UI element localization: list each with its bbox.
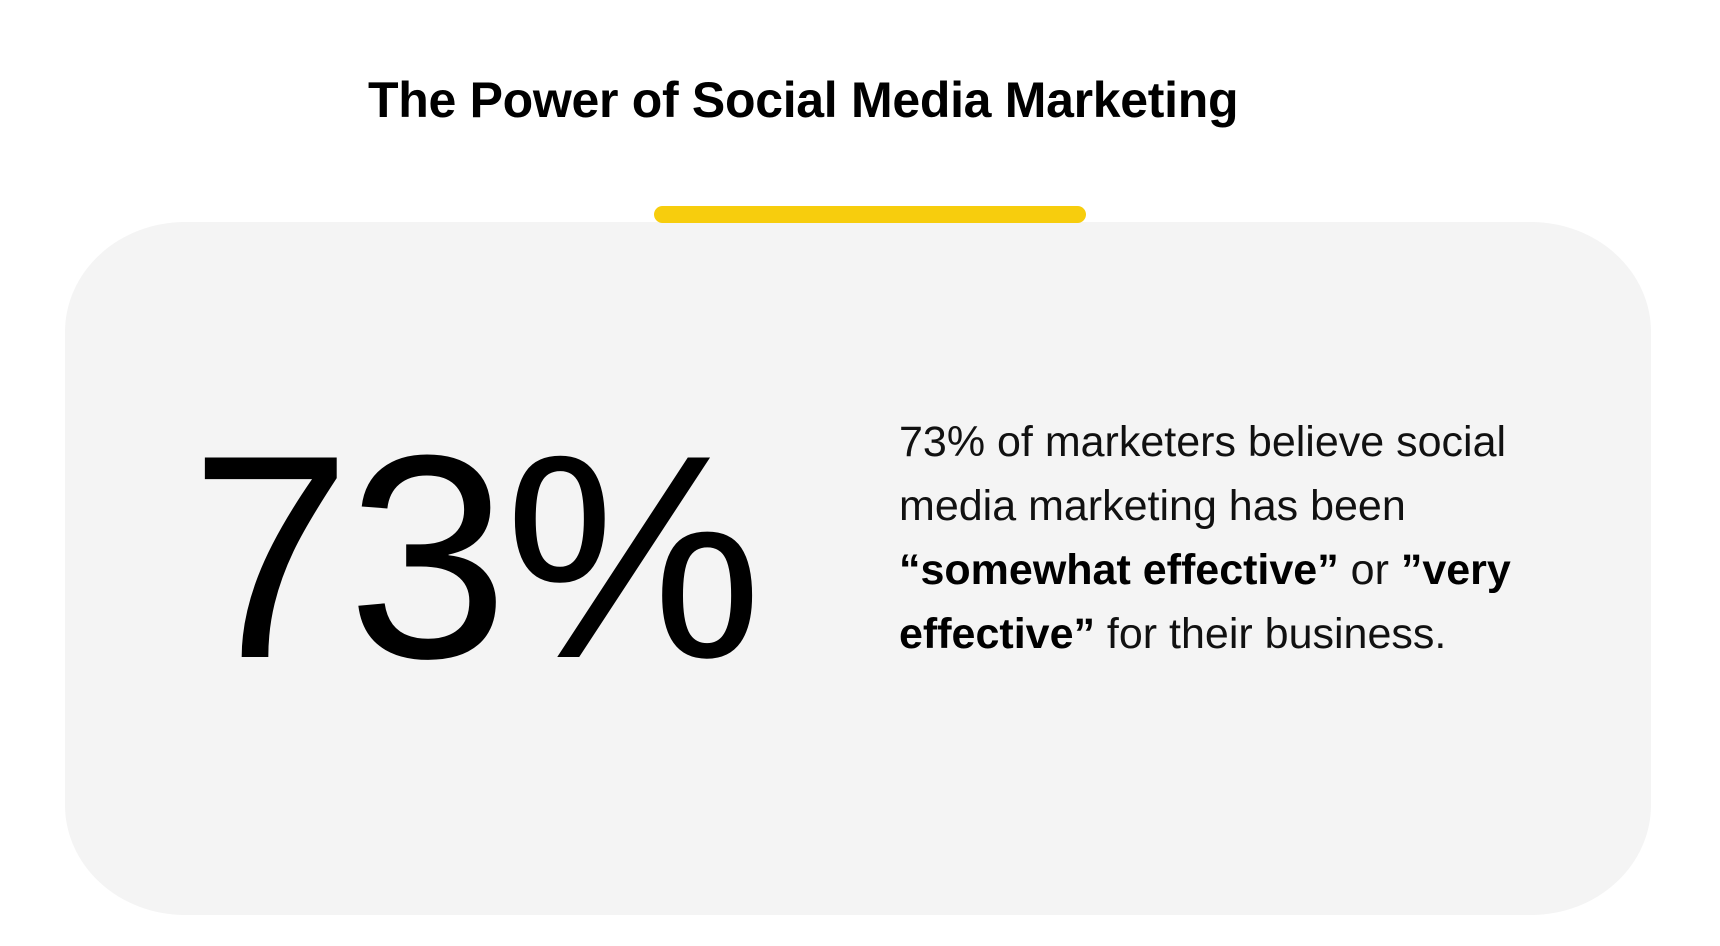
stat-description: 73% of marketers believe social media ma… bbox=[899, 410, 1599, 666]
stat-description-part2: or bbox=[1338, 546, 1401, 594]
stat-percentage: 73% bbox=[190, 395, 762, 719]
stat-description-bold-somewhat: “somewhat effective” bbox=[899, 546, 1339, 594]
stat-description-part3: for their business. bbox=[1094, 610, 1447, 658]
stat-card: 73% 73% of marketers believe social medi… bbox=[65, 222, 1651, 915]
accent-divider bbox=[654, 206, 1086, 223]
stat-description-part1: 73% of marketers believe social media ma… bbox=[899, 418, 1507, 530]
stat-description-bold-very: ”very effective” bbox=[899, 546, 1511, 658]
page-title: The Power of Social Media Marketing bbox=[368, 72, 1239, 128]
